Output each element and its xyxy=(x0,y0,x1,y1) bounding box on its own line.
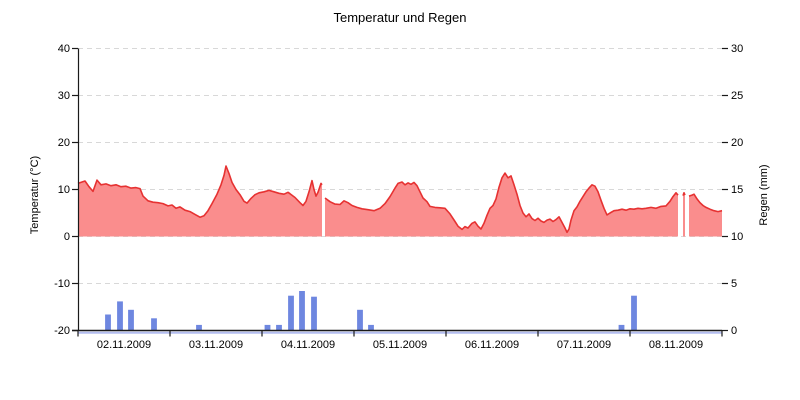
rain-bar xyxy=(311,296,317,331)
temperature-line xyxy=(324,172,679,234)
temperature-area xyxy=(325,173,678,237)
rain-bar xyxy=(151,318,157,331)
temperature-area xyxy=(683,192,685,237)
temperature-area xyxy=(78,166,322,237)
x-tick-label: 08.11.2009 xyxy=(648,339,704,351)
temperature-line xyxy=(688,193,723,213)
y-left-tick-label: 40 xyxy=(57,42,70,55)
rain-bar xyxy=(117,301,123,331)
y-left-tick-label: 20 xyxy=(57,136,70,149)
x-tick-label: 07.11.2009 xyxy=(556,339,612,351)
rain-bar xyxy=(128,309,134,331)
y-right-tick-label: 30 xyxy=(731,42,744,55)
y-right-tick-label: 0 xyxy=(731,324,738,337)
temperature-area xyxy=(689,194,722,237)
rain-bar xyxy=(196,324,202,331)
rain-bar xyxy=(288,295,294,331)
x-tick-label: 06.11.2009 xyxy=(464,339,520,351)
y-right-tick-label: 10 xyxy=(731,230,744,243)
y-right-tick-label: 5 xyxy=(731,277,738,290)
x-tick-label: 04.11.2009 xyxy=(280,339,336,351)
temperature-line xyxy=(77,165,323,218)
y-right-tick-label: 20 xyxy=(731,136,744,149)
rain-bar xyxy=(618,324,625,331)
temperature-line xyxy=(682,192,686,196)
rain-bar xyxy=(631,295,637,331)
y-right-tick-label: 15 xyxy=(731,183,744,196)
y-right-tick-label: 25 xyxy=(731,89,744,102)
y-left-tick-label: -20 xyxy=(54,324,70,337)
x-tick-label: 03.11.2009 xyxy=(188,339,244,351)
y-left-tick-label: 30 xyxy=(57,89,70,102)
x-tick-label: 02.11.2009 xyxy=(96,339,152,351)
x-tick-label: 05.11.2009 xyxy=(372,339,428,351)
y-left-tick-label: -10 xyxy=(54,277,70,290)
rain-bar xyxy=(264,324,271,331)
rain-bar xyxy=(299,291,305,331)
y-left-tick-label: 0 xyxy=(63,230,70,243)
rain-bar xyxy=(276,324,282,331)
rain-bar xyxy=(357,309,363,331)
y-left-tick-label: 10 xyxy=(57,183,70,196)
chart-title: Temperatur und Regen xyxy=(333,10,467,25)
rain-bar xyxy=(368,324,374,331)
rain-bar xyxy=(105,314,111,331)
